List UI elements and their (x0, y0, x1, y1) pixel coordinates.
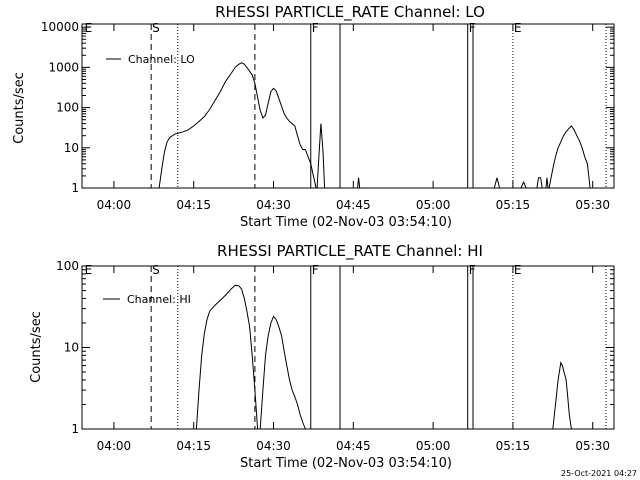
hi-marker-label-8: E (514, 263, 522, 277)
lo-x-tick-label-5: 05:15 (496, 198, 531, 212)
lo-marker-label-0: E (85, 21, 93, 35)
lo-x-tick-label-4: 05:00 (416, 198, 451, 212)
hi-x-tick-label-0: 04:00 (97, 439, 132, 453)
hi-x-axis-label: Start Time (02-Nov-03 03:54:10) (240, 456, 452, 471)
hi-channel-panel: RHESSI PARTICLE_RATE Channel: HI Start T… (29, 242, 615, 471)
hi-x-tick-label-4: 05:00 (416, 439, 451, 453)
hi-axes-frame (81, 265, 615, 430)
hi-marker-label-1: S (152, 263, 160, 277)
hi-marker-label-4: F (312, 263, 319, 277)
lo-marker-label-4: F (312, 21, 319, 35)
lo-y-tick-label-2: 100 (56, 101, 79, 115)
lo-legend: Channel: LO (106, 53, 195, 66)
hi-series-segment-2 (552, 361, 572, 430)
lo-y-ticks: 1 10 100 1000 10000 (41, 20, 614, 195)
lo-x-tick-label-1: 04:15 (176, 198, 211, 212)
generation-timestamp: 25-Oct-2021 04:27 (561, 469, 637, 478)
lo-y-tick-label-0: 1 (71, 181, 79, 195)
lo-marker-label-1: S (152, 21, 160, 35)
hi-legend: Channel: HI (103, 293, 191, 306)
hi-marker-label-0: E (85, 263, 93, 277)
hi-legend-label: Channel: HI (127, 293, 191, 306)
lo-y-tick-label-3: 1000 (48, 60, 79, 74)
hi-x-tick-label-2: 04:30 (256, 439, 291, 453)
hi-x-tick-label-3: 04:45 (336, 439, 371, 453)
lo-x-axis-label: Start Time (02-Nov-03 03:54:10) (240, 215, 452, 230)
lo-series-segment-6 (545, 177, 549, 189)
hi-y-ticks: 1 10 100 (56, 259, 614, 436)
hi-x-tick-label-6: 05:30 (575, 439, 610, 453)
lo-legend-label: Channel: LO (128, 53, 195, 66)
hi-y-tick-label-1: 10 (64, 341, 79, 355)
lo-x-tick-label-2: 04:30 (256, 198, 291, 212)
hi-x-tick-label-5: 05:15 (496, 439, 531, 453)
lo-x-tick-label-3: 04:45 (336, 198, 371, 212)
hi-y-tick-label-0: 1 (71, 422, 79, 436)
hi-series-segment-1 (259, 315, 306, 430)
lo-x-ticks: 04:00 04:15 04:30 04:45 05:00 05:15 05:30 (97, 24, 610, 212)
hi-series-segment-0 (195, 284, 259, 430)
lo-axes-frame (81, 23, 615, 189)
lo-plot-area: E S F F E 04:00 04:15 04:30 04:45 05:00 05:15 05:3… (41, 20, 615, 212)
lo-series-segment-1 (316, 123, 326, 189)
lo-marker-label-8: E (514, 21, 522, 35)
lo-x-tick-label-0: 04:00 (97, 198, 132, 212)
lo-series-segment-0 (158, 62, 317, 189)
lo-series-segment-4 (520, 180, 527, 189)
hi-y-axis-label: Counts/sec (29, 311, 44, 383)
lo-marker-label-6: F (469, 21, 476, 35)
hi-y-tick-label-2: 100 (56, 259, 79, 273)
hi-plot-area: E S F F E 04:00 04:15 04:30 04:45 05:00 05:15 05:3… (56, 259, 615, 453)
lo-series (158, 62, 591, 189)
hi-x-ticks: 04:00 04:15 04:30 04:45 05:00 05:15 05:30 (97, 266, 610, 453)
lo-series-segment-2 (357, 177, 361, 189)
lo-y-tick-label-4: 10000 (41, 20, 79, 34)
hi-marker-label-6: F (469, 263, 476, 277)
hi-x-tick-label-1: 04:15 (176, 439, 211, 453)
lo-series-segment-7 (548, 125, 591, 189)
hi-series (195, 284, 572, 430)
lo-chart-title: RHESSI PARTICLE_RATE Channel: LO (215, 3, 485, 22)
lo-x-tick-label-6: 05:30 (575, 198, 610, 212)
lo-channel-panel: RHESSI PARTICLE_RATE Channel: LO Start T… (12, 3, 615, 230)
lo-series-segment-3 (493, 177, 501, 189)
lo-y-axis-label: Counts/sec (12, 72, 27, 144)
hi-chart-title: RHESSI PARTICLE_RATE Channel: HI (217, 242, 483, 261)
lo-y-tick-label-1: 10 (64, 141, 79, 155)
lo-series-segment-5 (536, 177, 543, 189)
